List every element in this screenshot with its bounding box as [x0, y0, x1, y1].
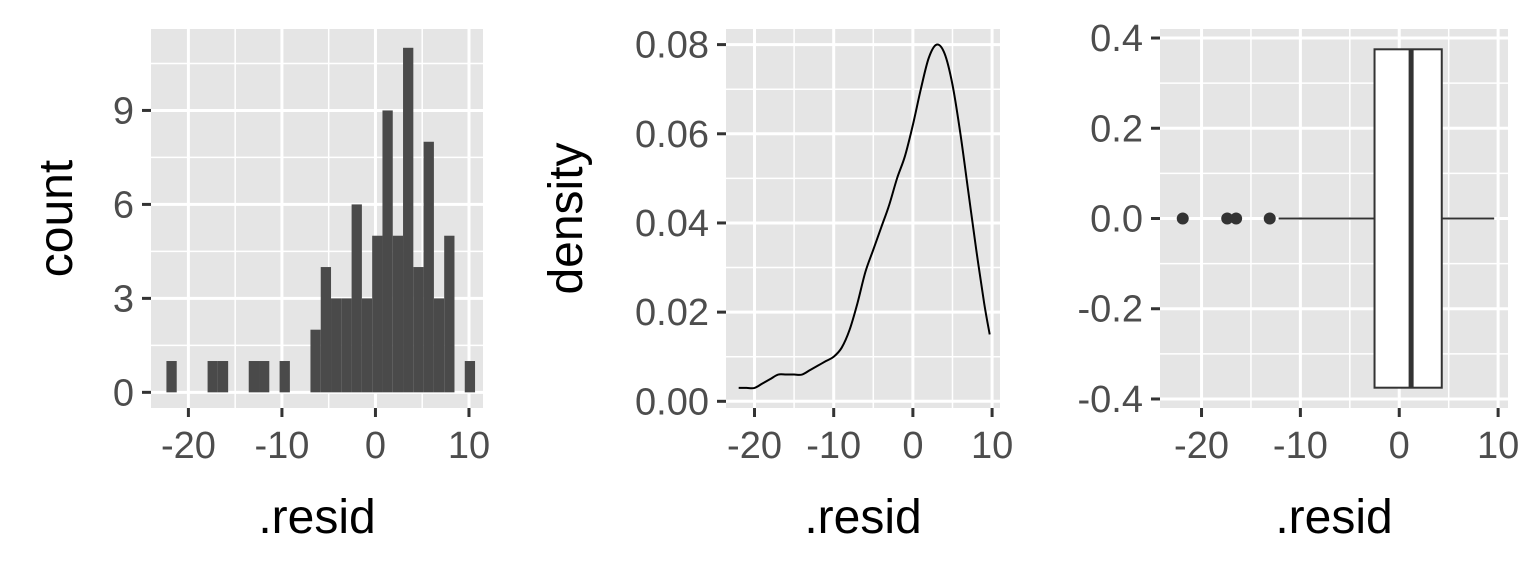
y-tick-label: -0.2 — [1078, 289, 1143, 331]
histogram-bar — [166, 361, 177, 393]
histogram-bar — [207, 361, 218, 393]
x-tick-label: -20 — [1174, 425, 1229, 467]
x-tick-label: -20 — [161, 425, 216, 467]
x-axis-title: .resid — [804, 491, 921, 544]
histogram-bar — [403, 47, 414, 393]
y-axis-title: density — [540, 142, 593, 294]
y-tick-label: 0.00 — [635, 381, 709, 423]
boxplot-panel: -20 -10 0 10 -0.4 -0.2 0.0 0.2 0.4 .resid — [1078, 18, 1520, 544]
box-iqr — [1373, 48, 1443, 389]
y-tick-label: 3 — [113, 278, 134, 320]
x-tick-label: 10 — [448, 425, 490, 467]
x-tick-label: -10 — [806, 425, 861, 467]
histogram-panel: -20 -10 0 10 0 3 6 9 .resid count — [30, 29, 490, 544]
histogram-bar — [361, 298, 373, 393]
x-tick-label: 10 — [971, 425, 1013, 467]
y-axis-title: count — [30, 160, 83, 277]
histogram-bar — [217, 361, 229, 393]
histogram-bar — [413, 267, 424, 393]
x-tick-label: 10 — [1477, 425, 1519, 467]
plot-background — [726, 29, 1000, 408]
histogram-bar — [423, 141, 434, 393]
y-tick-label: 0.02 — [635, 292, 709, 334]
histogram-bar — [351, 204, 362, 393]
y-tick-label: 0.0 — [1090, 199, 1143, 241]
histogram-bar — [341, 298, 352, 393]
outlier-point — [1176, 212, 1189, 225]
outlier-point — [1221, 212, 1234, 225]
x-tick-label: 0 — [365, 425, 386, 467]
histogram-bar — [464, 361, 476, 393]
y-tick-label: 0.06 — [635, 114, 709, 156]
histogram-bar — [248, 361, 260, 393]
histogram-bar — [372, 235, 383, 393]
histogram-bar — [320, 267, 332, 393]
x-tick-label: 0 — [902, 425, 923, 467]
histogram-bar — [259, 361, 270, 393]
histogram-bar — [331, 298, 342, 393]
x-tick-label: 0 — [1389, 425, 1410, 467]
x-tick-label: -20 — [727, 425, 782, 467]
y-tick-label: 0.04 — [635, 203, 709, 245]
y-tick-label: 0.2 — [1090, 108, 1143, 150]
y-tick-label: 0.08 — [635, 25, 709, 67]
y-tick-label: 0 — [113, 372, 134, 414]
y-tick-label: 6 — [113, 184, 134, 226]
density-panel: -20 -10 0 10 0.00 0.02 0.04 0.06 0.08 .resid densi… — [540, 25, 1013, 544]
histogram-bar — [392, 235, 404, 393]
outlier-point — [1263, 212, 1276, 225]
density-curve — [738, 43, 991, 390]
histogram-bar — [382, 110, 393, 393]
x-axis-title: .resid — [1275, 491, 1392, 544]
x-tick-label: -10 — [1273, 425, 1328, 467]
histogram-bar — [444, 235, 455, 393]
histogram-bar — [310, 329, 321, 393]
histogram-bar — [279, 361, 290, 393]
outlier-point — [1230, 212, 1243, 225]
y-tick-label: 0.4 — [1090, 18, 1143, 60]
y-tick-label: -0.4 — [1078, 379, 1143, 421]
histogram-bar — [433, 298, 445, 393]
x-axis-title: .resid — [258, 491, 375, 544]
y-tick-label: 9 — [113, 90, 134, 132]
x-tick-label: -10 — [254, 425, 309, 467]
